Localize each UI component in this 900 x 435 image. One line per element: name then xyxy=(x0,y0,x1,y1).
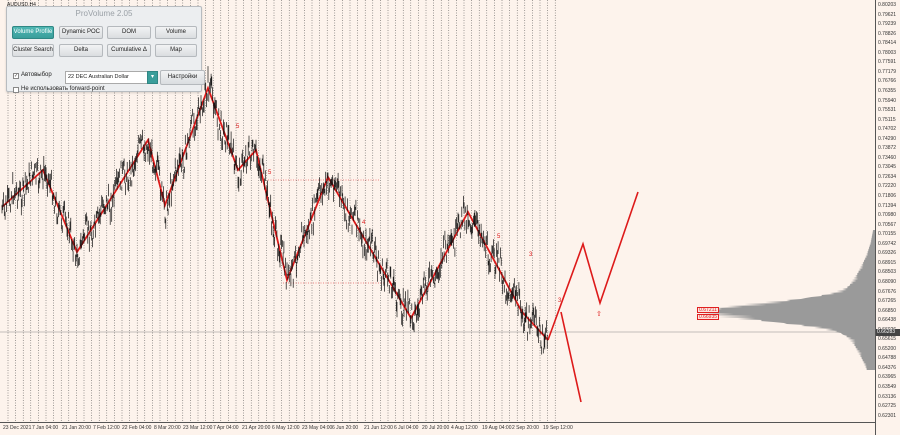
time-tick: 6 Jun 20:00 xyxy=(332,425,359,431)
price-tick: 0.75115 xyxy=(878,116,896,123)
forward-point-label: Не использовать forward-point xyxy=(21,86,105,92)
time-tick: 8 Mar 20:00 xyxy=(154,425,181,431)
price-tick: 0.68090 xyxy=(878,278,897,285)
price-tick: 0.71394 xyxy=(878,202,897,209)
time-tick: 19 Aug 04:00 xyxy=(482,425,512,431)
wave-label: 5 xyxy=(497,234,501,240)
price-tick: 0.74290 xyxy=(878,135,897,142)
forward-point-checkbox[interactable] xyxy=(13,87,19,93)
price-tick: 0.70155 xyxy=(878,231,897,238)
wave-label: 5 xyxy=(236,124,240,130)
chevron-down-icon[interactable]: ▾ xyxy=(147,71,158,84)
time-axis: 23 Dec 2021 7 Jan 04:00 21 Jan 20:00 7 Feb … xyxy=(0,422,875,435)
price-axis: 0.80203 0.79621 0.79239 0.78826 0.78414 0.780… xyxy=(875,0,900,435)
price-tick: 0.63549 xyxy=(878,384,897,390)
price-tick: 0.76355 xyxy=(878,87,897,94)
price-tick: 0.68503 xyxy=(878,269,897,276)
wave-label: 4 xyxy=(362,220,366,226)
price-tick: 0.70980 xyxy=(878,212,897,219)
wave-label: 5 xyxy=(268,170,272,176)
price-tick: 0.63136 xyxy=(878,393,897,400)
price-tick: 0.70567 xyxy=(878,221,897,228)
cluster-search-button[interactable]: Cluster Search xyxy=(12,44,54,57)
price-tick: 0.66850 xyxy=(878,307,897,314)
time-tick: 7 Apr 04:00 xyxy=(213,425,239,431)
price-tick: 0.69742 xyxy=(878,240,897,247)
price-chart[interactable]: 5 5 4 5 3 3 ⇧ xyxy=(0,0,875,422)
volume-profile xyxy=(701,230,875,370)
price-tick: 0.76766 xyxy=(878,78,897,85)
chart-area[interactable]: 5 5 4 5 3 3 ⇧ AUDUSD,H4 0.67211 0.66935 ProVol… xyxy=(0,0,875,422)
instrument-select[interactable]: 22 DEC Australian Dollar xyxy=(65,71,148,84)
time-tick: 23 May 04:00 xyxy=(302,425,333,431)
price-tick: 0.65200 xyxy=(878,345,897,352)
wave-label: 3 xyxy=(558,298,562,304)
price-tick: 0.64788 xyxy=(878,355,897,362)
time-tick: 21 Jan 20:00 xyxy=(62,425,91,431)
provolume-panel[interactable]: ProVolume 2.05 Volume Profile Dynamic PO… xyxy=(6,6,205,93)
price-tick: 0.67676 xyxy=(878,288,897,295)
map-button[interactable]: Map xyxy=(155,44,197,57)
dynamic-poc-button[interactable]: Dynamic POC xyxy=(59,26,103,39)
price-tick: 0.68915 xyxy=(878,259,897,266)
price-tick: 0.62725 xyxy=(878,403,897,410)
price-tick: 0.64376 xyxy=(878,364,897,371)
price-tick: 0.62301 xyxy=(878,412,897,419)
settings-button[interactable]: Настройки xyxy=(160,70,205,85)
time-tick: 6 May 12:00 xyxy=(272,425,300,431)
price-tick: 0.66438 xyxy=(878,317,897,324)
zigzag-wave xyxy=(1,85,549,341)
auto-select-checkbox[interactable]: ✓ xyxy=(13,73,19,79)
price-tick: 0.75940 xyxy=(878,97,897,104)
price-tick: 0.78826 xyxy=(878,30,897,37)
time-tick: 7 Jan 04:00 xyxy=(32,425,59,431)
price-tick: 0.80203 xyxy=(878,2,897,8)
forecast-up-path xyxy=(547,191,639,341)
price-tick: 0.67265 xyxy=(878,298,897,305)
time-tick: 2 Sep 20:00 xyxy=(512,425,539,431)
price-tick: 0.63965 xyxy=(878,374,897,381)
delta-button[interactable]: Delta xyxy=(59,44,103,57)
auto-select-label: Автовыбор xyxy=(21,72,52,78)
price-tick: 0.73460 xyxy=(878,154,897,161)
time-tick: 4 Aug 12:00 xyxy=(451,425,478,431)
volume-profile-button[interactable]: Volume Profile xyxy=(12,26,54,39)
time-tick: 19 Sep 12:00 xyxy=(543,425,573,431)
price-tick: 0.79621 xyxy=(878,11,897,18)
price-tick: 0.77591 xyxy=(878,59,897,66)
volume-button[interactable]: Volume xyxy=(155,26,197,39)
price-tick: 0.69326 xyxy=(878,250,897,257)
time-tick: 7 Feb 12:00 xyxy=(93,425,120,431)
forecast-down-path xyxy=(560,311,582,403)
current-price-marker: 0.66283 xyxy=(876,329,900,336)
wave-label: 3 xyxy=(529,252,533,258)
price-tick: 0.77179 xyxy=(878,68,897,75)
time-tick: 20 Jul 20:00 xyxy=(422,425,450,431)
price-tick: 0.73045 xyxy=(878,164,897,171)
price-tick: 0.75531 xyxy=(878,107,897,114)
symbol-label: AUDUSD,H4 xyxy=(7,2,36,8)
panel-title: ProVolume 2.05 xyxy=(75,9,133,18)
target-marker-icon: ⇧ xyxy=(596,310,602,318)
cumulative-delta-button[interactable]: Cumulative Δ xyxy=(107,44,151,57)
price-tick: 0.78003 xyxy=(878,49,897,56)
price-tick: 0.74702 xyxy=(878,126,897,133)
price-tick: 0.65615 xyxy=(878,336,897,343)
time-tick: 21 Jun 12:00 xyxy=(364,425,393,431)
time-tick: 23 Dec 2021 xyxy=(3,425,32,431)
dom-button[interactable]: DOM xyxy=(107,26,151,39)
price-tick: 0.73872 xyxy=(878,145,897,152)
price-tick: 0.72220 xyxy=(878,183,897,190)
time-tick: 6 Jul 04:00 xyxy=(394,425,419,431)
time-tick: 22 Feb 04:00 xyxy=(122,425,152,431)
level-label-lower: 0.66935 xyxy=(697,314,719,320)
price-tick: 0.79239 xyxy=(878,21,897,28)
time-tick: 21 Apr 20:00 xyxy=(242,425,271,431)
level-label-upper: 0.67211 xyxy=(697,307,719,313)
price-tick: 0.71806 xyxy=(878,193,897,199)
price-tick: 0.78414 xyxy=(878,40,897,47)
price-tick: 0.72634 xyxy=(878,173,897,180)
time-tick: 23 Mar 12:00 xyxy=(183,425,213,431)
